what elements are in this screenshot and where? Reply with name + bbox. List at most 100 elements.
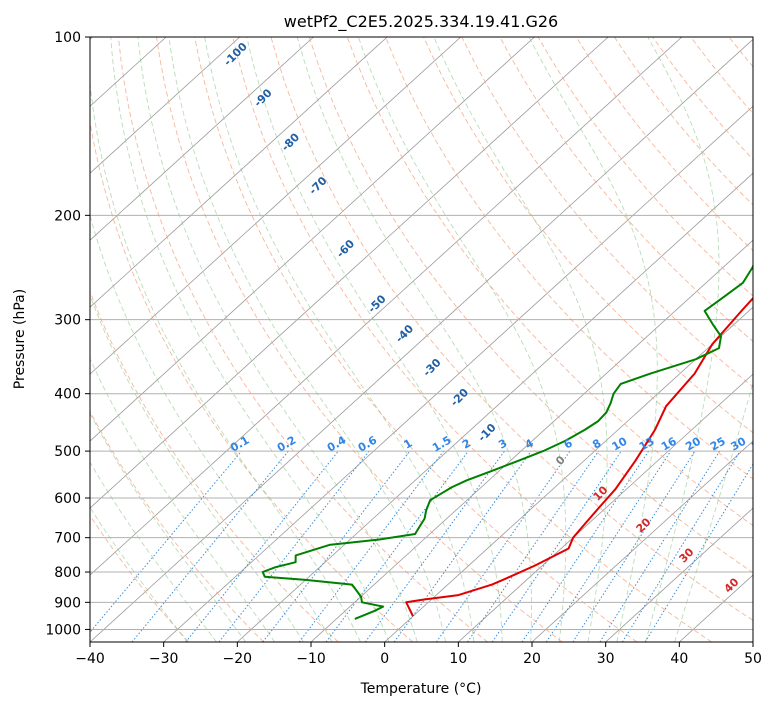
y-tick-label: 900: [54, 595, 81, 611]
moist-adiabat-line: [246, 37, 503, 642]
isotherm-line: [90, 38, 753, 642]
moist-adiabat-line: [137, 37, 418, 642]
moist-adiabat-line: [90, 79, 362, 642]
dry-adiabat-line: [767, 37, 775, 642]
grid: [90, 37, 753, 630]
x-tick-label: 30: [597, 651, 615, 667]
background-lines: [90, 37, 775, 642]
moist-adiabat-label: 10: [591, 483, 611, 503]
isotherm-line: [163, 105, 753, 642]
dry-adiabat-line: [308, 37, 753, 574]
y-axis: 100 200 300 400 500 600 700 800 900 1000: [45, 30, 90, 638]
dry-adiabat-label: -20: [448, 386, 471, 409]
dry-adiabat-line: [90, 514, 190, 642]
moist-adiabat-line: [90, 294, 304, 642]
isotherm-line: [90, 37, 314, 241]
mixing-ratio-line: [218, 450, 370, 642]
chart-title: wetPf2_C2E5.2025.334.19.41.G26: [284, 12, 558, 32]
dry-adiabat-label: -40: [393, 322, 416, 345]
dry-adiabat-line: [728, 37, 753, 68]
mixing-ratio-line: [572, 450, 696, 642]
isotherm-line: [90, 37, 462, 375]
x-tick-label: −30: [149, 651, 179, 667]
moist-adiabat-line: [204, 37, 475, 642]
isotherm-line: [679, 574, 753, 642]
dry-adiabat-label: -70: [306, 174, 329, 197]
mixing-ratio-line: [262, 450, 411, 642]
mixing-ratio-line: [131, 450, 289, 642]
x-axis-label: Temperature (°C): [360, 681, 482, 697]
dry-adiabat-line: [499, 37, 753, 342]
dry-adiabat-line: [232, 37, 712, 642]
dry-adiabat-line: [423, 37, 753, 434]
dry-adiabat-line: [90, 410, 264, 642]
isotherm-line: [90, 37, 241, 174]
y-tick-label: 700: [54, 531, 81, 547]
moist-adiabat-line: [528, 37, 658, 642]
moist-adiabat-line: [357, 37, 567, 642]
moist-adiabat-line: [90, 213, 333, 642]
temperature-line: [405, 296, 753, 617]
mixing-ratio-line: [298, 450, 444, 642]
mixing-ratio-label: 8: [590, 437, 603, 452]
x-tick-label: 10: [449, 651, 467, 667]
y-tick-label: 300: [54, 313, 81, 329]
y-tick-label: 500: [54, 444, 81, 460]
dry-adiabat-label: -90: [251, 86, 274, 109]
moist-adiabat-label: 30: [677, 545, 697, 565]
isotherm-line: [605, 507, 753, 642]
x-tick-label: 20: [523, 651, 541, 667]
x-tick-label: −20: [223, 651, 253, 667]
mixing-ratio-line: [599, 450, 721, 642]
isotherm-line: [90, 37, 683, 576]
x-axis: −40 −30 −20 −10 0 10 20 30 40 50: [75, 642, 762, 667]
y-tick-label: 800: [54, 565, 81, 581]
mixing-ratio-line: [185, 450, 339, 642]
moist-adiabat-label: 20: [634, 515, 654, 535]
dry-adiabat-label: -30: [420, 356, 443, 379]
isotherm-line: [90, 37, 609, 509]
mixing-ratio-label: 2: [460, 437, 473, 452]
isopleth-labels: 0.1 0.2 0.4 0.6 1 1.5 2 3 4 6 8 10 13 16 20 25 30 36-100-…: [221, 40, 769, 596]
mixing-ratio-line: [467, 450, 599, 642]
moist-adiabat-line: [674, 381, 753, 642]
y-tick-label: 600: [54, 491, 81, 507]
mixing-ratio-label: 6: [562, 436, 575, 451]
dry-adiabat-line: [652, 37, 753, 160]
moist-adiabat-line: [296, 37, 532, 642]
dry-adiabat-line: [156, 37, 563, 642]
moist-adiabat-label: 40: [722, 575, 742, 595]
dewpoint-line: [261, 263, 753, 620]
x-tick-label: 0: [380, 651, 389, 667]
isotherm-line: [531, 440, 753, 642]
mixing-ratio-label: 36: [749, 434, 769, 453]
dry-adiabat-label: -100: [221, 40, 250, 69]
moist-adiabat-line: [90, 357, 276, 642]
mixing-ratio-line: [621, 450, 741, 642]
dry-adiabat-line: [117, 37, 488, 642]
x-tick-label: 50: [744, 651, 762, 667]
y-tick-label: 1000: [45, 622, 81, 638]
dry-adiabat-label: -60: [334, 237, 357, 260]
y-axis-label: Pressure (hPa): [12, 289, 28, 389]
mixing-ratio-line: [325, 450, 469, 642]
dry-adiabat-line: [690, 37, 753, 114]
moist-adiabat-label: 0: [553, 453, 568, 468]
mixing-ratio-line: [364, 450, 505, 642]
moist-adiabat-line: [645, 37, 720, 642]
moist-adiabat-line: [110, 37, 390, 642]
y-tick-label: 400: [54, 387, 81, 403]
y-tick-label: 100: [54, 30, 81, 46]
x-tick-label: 40: [670, 651, 688, 667]
isotherm-line: [458, 373, 753, 642]
dry-adiabat-line: [90, 120, 414, 642]
moist-adiabat-line: [168, 37, 447, 642]
isotherm-line: [90, 37, 535, 442]
mixing-ratio-line: [90, 450, 242, 633]
isotherm-line: [237, 172, 753, 642]
mixing-ratio-line: [436, 450, 571, 642]
dry-adiabat-line: [270, 37, 753, 621]
plot-frame: [89, 36, 754, 643]
mixing-ratio-line: [644, 463, 753, 642]
